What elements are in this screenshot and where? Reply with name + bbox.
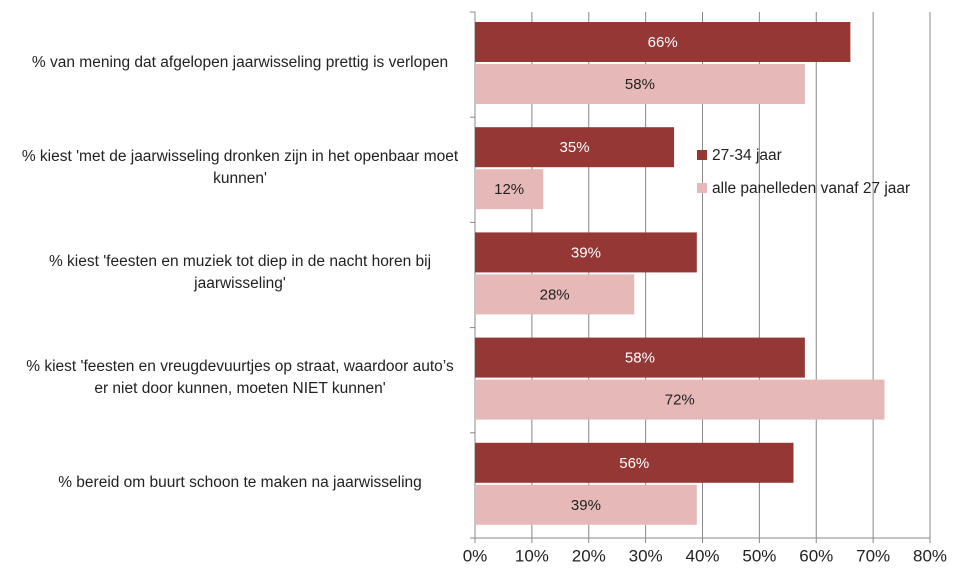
data-label: 39%: [571, 497, 601, 514]
x-tick-label: 40%: [685, 546, 719, 565]
data-label: 56%: [619, 455, 649, 472]
legend-label: 27-34 jaar: [712, 147, 782, 164]
data-label: 35%: [560, 139, 590, 156]
legend-label: alle panelleden vanaf 27 jaar: [712, 180, 910, 197]
bar: [475, 169, 544, 210]
legend-swatch: [697, 150, 707, 160]
x-tick-label: 70%: [856, 546, 890, 565]
bar: [475, 127, 675, 168]
data-label: 39%: [571, 244, 601, 261]
x-tick-label: 10%: [515, 546, 549, 565]
category-label: % kiest 'feesten en muziek tot diep in d…: [48, 253, 432, 292]
category-label: % van mening dat afgelopen jaarwisseling…: [31, 53, 449, 71]
x-tick-label: 20%: [572, 546, 606, 565]
bar: [475, 64, 805, 104]
bar: [475, 274, 635, 315]
category-label: % kiest 'feesten en vreugdevuurtjes op s…: [26, 358, 454, 398]
data-label: 58%: [625, 350, 655, 367]
bar: [475, 442, 794, 483]
bar: [475, 232, 697, 273]
data-label: 72%: [665, 392, 695, 409]
bar: [475, 379, 885, 420]
bar: [475, 484, 697, 525]
x-tick-label: 30%: [629, 546, 663, 565]
data-label: 66%: [648, 34, 678, 51]
bar: [475, 22, 851, 62]
x-tick-label: 80%: [913, 546, 947, 565]
category-label: % bereid om buurt schoon te maken na jaa…: [58, 474, 422, 492]
x-tick-label: 0%: [463, 546, 488, 565]
category-label: % kiest 'met de jaarwisseling dronken zi…: [21, 147, 459, 187]
legend-swatch: [697, 183, 707, 193]
data-label: 28%: [540, 286, 570, 303]
data-label: 12%: [494, 181, 524, 198]
data-label: 58%: [625, 76, 655, 93]
bar: [475, 337, 805, 378]
x-tick-label: 50%: [742, 546, 776, 565]
x-tick-label: 60%: [799, 546, 833, 565]
